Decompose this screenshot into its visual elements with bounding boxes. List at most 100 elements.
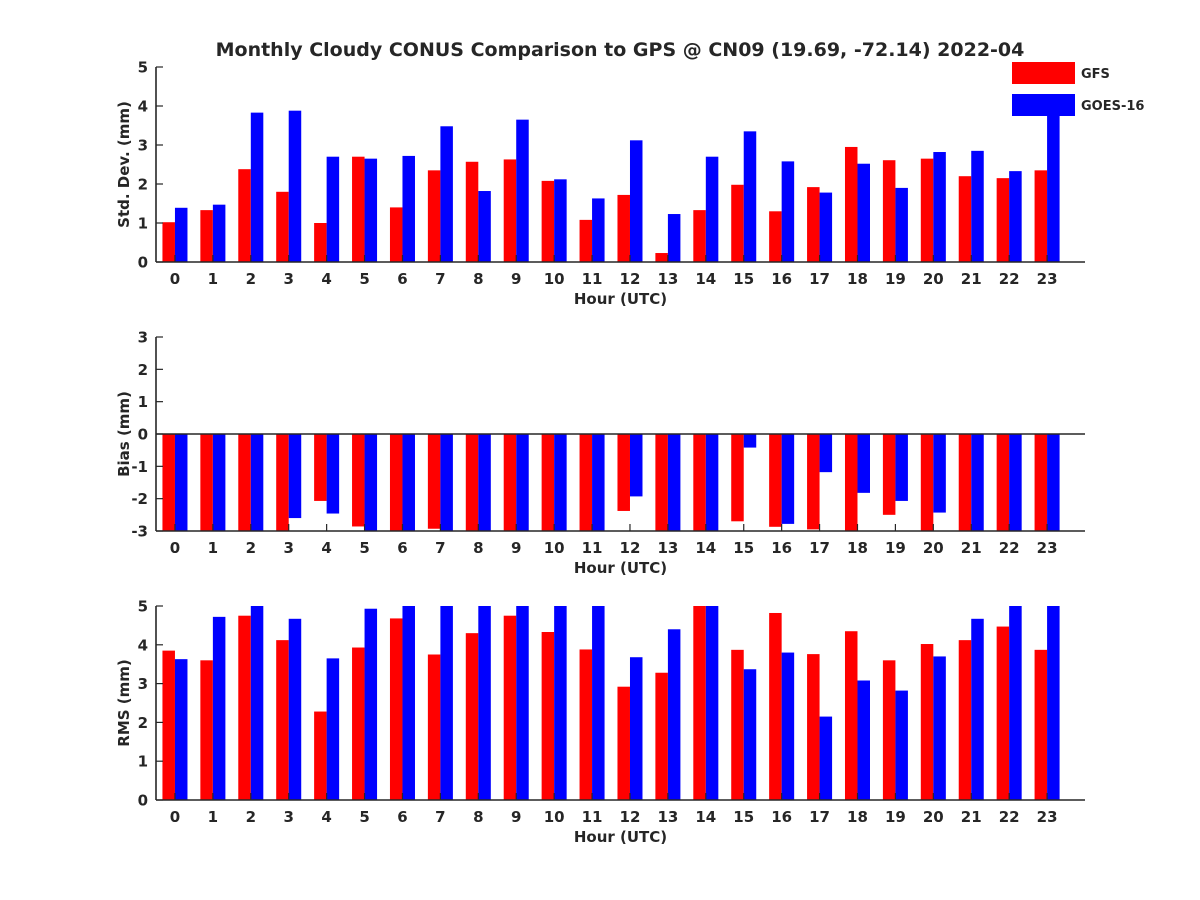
- y-tick-label: -2: [131, 490, 148, 508]
- bar-goes-16-hour-9: [516, 434, 529, 531]
- bar-goes-16-hour-11: [592, 434, 605, 531]
- bar-gfs-hour-12: [617, 194, 630, 262]
- y-tick-label: 1: [138, 753, 148, 771]
- bar-goes-16-hour-0: [174, 207, 188, 262]
- bar-gfs-hour-18: [844, 434, 858, 531]
- bar-goes-16-hour-22: [1009, 171, 1022, 262]
- x-tick-label: 20: [923, 270, 944, 288]
- x-tick-label: 1: [208, 270, 218, 288]
- bar-gfs-hour-16: [769, 612, 782, 800]
- bar-goes-16-hour-15: [743, 131, 757, 262]
- y-axis-label: Bias (mm): [115, 391, 133, 477]
- bar-goes-16-hour-23: [1047, 606, 1060, 800]
- bar-gfs-hour-21: [958, 434, 972, 531]
- bar-goes-16-hour-19: [895, 690, 908, 800]
- bar-goes-16-hour-18: [857, 434, 870, 493]
- bar-gfs-hour-12: [617, 434, 630, 511]
- bar-goes-16-hour-3: [288, 434, 302, 519]
- x-tick-label: 4: [321, 270, 331, 288]
- x-tick-label: 21: [961, 270, 982, 288]
- x-tick-label: 7: [435, 539, 445, 557]
- bar-goes-16-hour-17: [819, 434, 833, 473]
- x-tick-label: 0: [170, 539, 180, 557]
- bar-goes-16-hour-21: [971, 434, 984, 531]
- y-tick-label: -1: [131, 458, 148, 476]
- x-tick-label: 23: [1037, 808, 1058, 826]
- bar-goes-16-hour-14: [705, 156, 719, 262]
- x-tick-label: 12: [620, 270, 641, 288]
- x-tick-label: 11: [582, 539, 603, 557]
- bar-goes-16-hour-1: [212, 616, 226, 800]
- x-tick-label: 13: [657, 808, 678, 826]
- bar-goes-16-hour-20: [933, 434, 946, 513]
- x-tick-label: 5: [359, 808, 369, 826]
- bar-gfs-hour-1: [200, 434, 213, 531]
- bar-goes-16-hour-8: [478, 434, 491, 531]
- legend-label-goes-16: GOES-16: [1081, 99, 1144, 114]
- x-tick-label: 14: [695, 270, 716, 288]
- bar-goes-16-hour-2: [250, 434, 264, 531]
- bar-goes-16-hour-6: [402, 155, 415, 262]
- x-tick-label: 12: [620, 808, 641, 826]
- x-tick-label: 14: [695, 539, 716, 557]
- chart-title: Monthly Cloudy CONUS Comparison to GPS @…: [216, 39, 1025, 61]
- bar-goes-16-hour-7: [440, 434, 453, 531]
- x-tick-label: 7: [435, 270, 445, 288]
- bar-goes-16-hour-5: [364, 434, 378, 531]
- y-tick-label: 4: [138, 98, 148, 116]
- bar-gfs-hour-2: [238, 615, 251, 800]
- legend-swatch-goes-16: [1012, 94, 1075, 116]
- series-goes-16: [174, 434, 1060, 531]
- x-tick-label: 10: [544, 808, 565, 826]
- x-tick-label: 5: [359, 270, 369, 288]
- x-tick-label: 9: [511, 270, 521, 288]
- bar-gfs-hour-11: [579, 219, 593, 262]
- x-axis-label: Hour (UTC): [574, 828, 667, 846]
- x-tick-label: 1: [208, 539, 218, 557]
- bar-gfs-hour-20: [920, 434, 934, 531]
- x-tick-label: 9: [511, 808, 521, 826]
- x-tick-label: 15: [733, 539, 754, 557]
- bar-goes-16-hour-13: [667, 434, 681, 531]
- x-tick-label: 20: [923, 808, 944, 826]
- bar-goes-16-hour-19: [895, 187, 908, 262]
- bar-gfs-hour-19: [882, 434, 896, 515]
- legend-label-gfs: GFS: [1081, 67, 1110, 82]
- bar-gfs-hour-3: [276, 434, 289, 531]
- x-tick-label: 18: [847, 808, 868, 826]
- bar-goes-16-hour-20: [933, 656, 946, 800]
- bar-gfs-hour-6: [389, 618, 403, 800]
- x-tick-label: 6: [397, 808, 407, 826]
- bar-goes-16-hour-18: [857, 163, 870, 262]
- series-gfs: [162, 434, 1048, 531]
- bar-gfs-hour-0: [162, 434, 175, 531]
- bar-goes-16-hour-9: [516, 119, 529, 263]
- bar-gfs-hour-3: [276, 640, 289, 800]
- bar-goes-16-hour-1: [212, 204, 226, 262]
- bar-gfs-hour-14: [693, 210, 706, 262]
- bar-goes-16-hour-4: [326, 156, 340, 262]
- bar-goes-16-hour-8: [478, 191, 491, 262]
- bar-goes-16-hour-6: [402, 606, 415, 800]
- bar-gfs-hour-21: [958, 640, 972, 800]
- bar-goes-16-hour-8: [478, 606, 491, 800]
- x-tick-label: 23: [1037, 539, 1058, 557]
- x-tick-label: 9: [511, 539, 521, 557]
- x-tick-label: 17: [809, 270, 830, 288]
- bar-goes-16-hour-16: [781, 161, 795, 262]
- bar-goes-16-hour-13: [667, 214, 681, 262]
- x-tick-label: 3: [283, 808, 293, 826]
- bar-goes-16-hour-15: [743, 434, 757, 448]
- bar-gfs-hour-7: [427, 170, 441, 262]
- bar-gfs-hour-10: [541, 180, 555, 262]
- bar-goes-16-hour-15: [743, 669, 757, 800]
- bar-gfs-hour-0: [162, 222, 175, 262]
- bar-goes-16-hour-19: [895, 434, 908, 501]
- bar-gfs-hour-1: [200, 210, 213, 262]
- x-tick-label: 6: [397, 539, 407, 557]
- bar-gfs-hour-23: [1034, 434, 1048, 531]
- series-goes-16: [174, 606, 1060, 800]
- bar-gfs-hour-4: [314, 223, 327, 262]
